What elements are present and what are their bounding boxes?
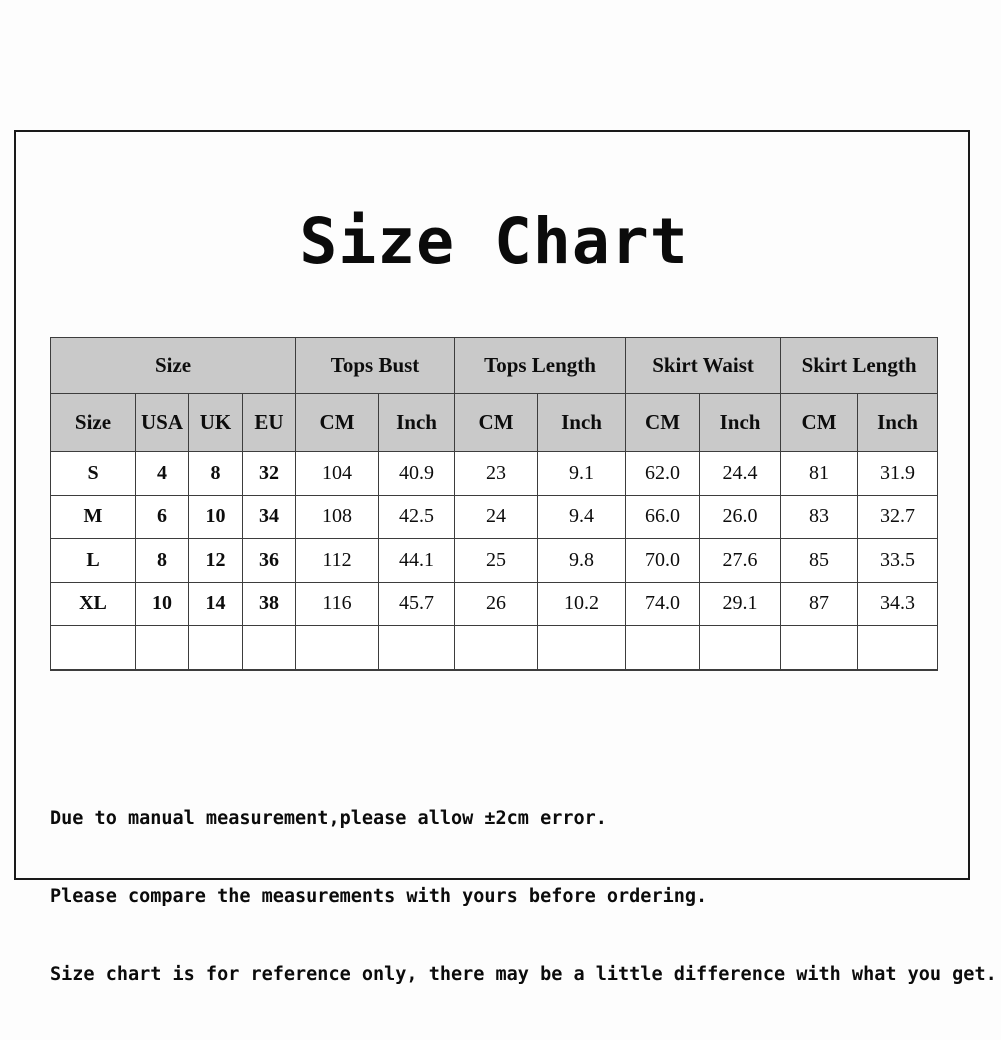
cell-tops-length-inch: 9.1 <box>537 451 627 496</box>
footnote-line-1: Due to manual measurement,please allow ±… <box>50 808 607 829</box>
cell-tops-bust-inch: 40.9 <box>378 451 456 496</box>
footnote-line-3: Size chart is for reference only, there … <box>50 964 997 985</box>
group-header-tops-length: Tops Length <box>454 337 627 394</box>
sub-header-size: Size <box>50 393 136 452</box>
cell-eu: 34 <box>241 494 297 539</box>
table-bottom-edge <box>50 625 939 671</box>
cell-tops-length-cm: 25 <box>454 538 539 583</box>
cell-tops-length-inch: 10.2 <box>537 581 627 626</box>
table-header: Size Tops Bust Tops Length Skirt Waist S… <box>49 337 939 452</box>
cell-tops-bust-inch: 44.1 <box>378 538 456 583</box>
sub-header-eu: EU <box>241 393 297 452</box>
cell-uk: 12 <box>188 538 243 583</box>
table-row: M 6 10 34 108 42.5 24 9.4 66.0 26.0 83 3… <box>50 494 939 539</box>
cell-tops-bust-inch: 45.7 <box>378 581 456 626</box>
cell-eu: 32 <box>241 451 297 496</box>
cell-eu: 36 <box>241 538 297 583</box>
cell-skirt-waist-inch: 24.4 <box>699 451 782 496</box>
cell-size: S <box>50 451 136 496</box>
cell-tops-length-inch: 9.4 <box>537 494 627 539</box>
table-row: S 4 8 32 104 40.9 23 9.1 62.0 24.4 81 31… <box>50 451 939 496</box>
cell-tops-bust-cm: 108 <box>295 494 380 539</box>
cell-usa: 10 <box>135 581 189 626</box>
cell-usa: 4 <box>135 451 189 496</box>
cell-skirt-length-cm: 87 <box>780 581 859 626</box>
cell-skirt-length-cm: 83 <box>780 494 859 539</box>
cell-skirt-waist-cm: 70.0 <box>625 538 701 583</box>
cell-usa: 8 <box>135 538 189 583</box>
cell-skirt-waist-cm: 74.0 <box>625 581 701 626</box>
cell-tops-bust-cm: 104 <box>295 451 380 496</box>
cell-tops-length-cm: 26 <box>454 581 539 626</box>
group-header-size: Size <box>49 337 297 394</box>
sub-header-tops-length-cm: CM <box>454 393 539 452</box>
cell-skirt-length-inch: 32.7 <box>857 494 939 539</box>
footnote-line-2: Please compare the measurements with you… <box>50 886 708 907</box>
table-body: S 4 8 32 104 40.9 23 9.1 62.0 24.4 81 31… <box>50 451 939 671</box>
cell-skirt-length-inch: 34.3 <box>857 581 939 626</box>
sub-header-tops-bust-inch: Inch <box>378 393 456 452</box>
size-chart-table: Size Tops Bust Tops Length Skirt Waist S… <box>49 337 939 671</box>
cell-skirt-waist-inch: 27.6 <box>699 538 782 583</box>
sub-header-skirt-length-inch: Inch <box>857 393 939 452</box>
cell-skirt-length-inch: 33.5 <box>857 538 939 583</box>
cell-skirt-waist-cm: 62.0 <box>625 451 701 496</box>
cell-size: M <box>50 494 136 539</box>
cell-tops-bust-cm: 116 <box>295 581 380 626</box>
sub-header-skirt-waist-cm: CM <box>625 393 701 452</box>
footnotes: Due to manual measurement,please allow ±… <box>50 754 997 1040</box>
cell-size: XL <box>50 581 136 626</box>
cell-tops-bust-inch: 42.5 <box>378 494 456 539</box>
group-header-skirt-length: Skirt Length <box>780 337 939 394</box>
cell-size: L <box>50 538 136 583</box>
size-chart-frame: Size Chart Size Tops Bust Tops Length Sk… <box>14 130 997 985</box>
table-row: L 8 12 36 112 44.1 25 9.8 70.0 27.6 85 3… <box>50 538 939 583</box>
group-header-skirt-waist: Skirt Waist <box>625 337 782 394</box>
cell-uk: 8 <box>188 451 243 496</box>
cell-skirt-waist-inch: 29.1 <box>699 581 782 626</box>
sub-header-usa: USA <box>135 393 189 452</box>
cell-tops-length-cm: 24 <box>454 494 539 539</box>
table-row: XL 10 14 38 116 45.7 26 10.2 74.0 29.1 8… <box>50 581 939 626</box>
cell-eu: 38 <box>241 581 297 626</box>
cell-skirt-waist-cm: 66.0 <box>625 494 701 539</box>
sub-header-tops-length-inch: Inch <box>537 393 627 452</box>
sub-header-uk: UK <box>188 393 243 452</box>
size-table-container: Size Tops Bust Tops Length Skirt Waist S… <box>49 337 939 671</box>
cell-usa: 6 <box>135 494 189 539</box>
sub-header-skirt-waist-inch: Inch <box>699 393 782 452</box>
cell-skirt-length-inch: 31.9 <box>857 451 939 496</box>
group-header-tops-bust: Tops Bust <box>295 337 456 394</box>
cell-uk: 10 <box>188 494 243 539</box>
cell-uk: 14 <box>188 581 243 626</box>
page-title: Size Chart <box>299 205 689 278</box>
cell-skirt-length-cm: 85 <box>780 538 859 583</box>
table-group-header-row: Size Tops Bust Tops Length Skirt Waist S… <box>49 337 939 394</box>
sub-header-skirt-length-cm: CM <box>780 393 859 452</box>
cell-skirt-waist-inch: 26.0 <box>699 494 782 539</box>
cell-tops-length-cm: 23 <box>454 451 539 496</box>
cell-tops-length-inch: 9.8 <box>537 538 627 583</box>
table-sub-header-row: Size USA UK EU CM Inch CM Inch CM Inch C… <box>50 393 939 452</box>
sub-header-tops-bust-cm: CM <box>295 393 380 452</box>
cell-skirt-length-cm: 81 <box>780 451 859 496</box>
cell-tops-bust-cm: 112 <box>295 538 380 583</box>
